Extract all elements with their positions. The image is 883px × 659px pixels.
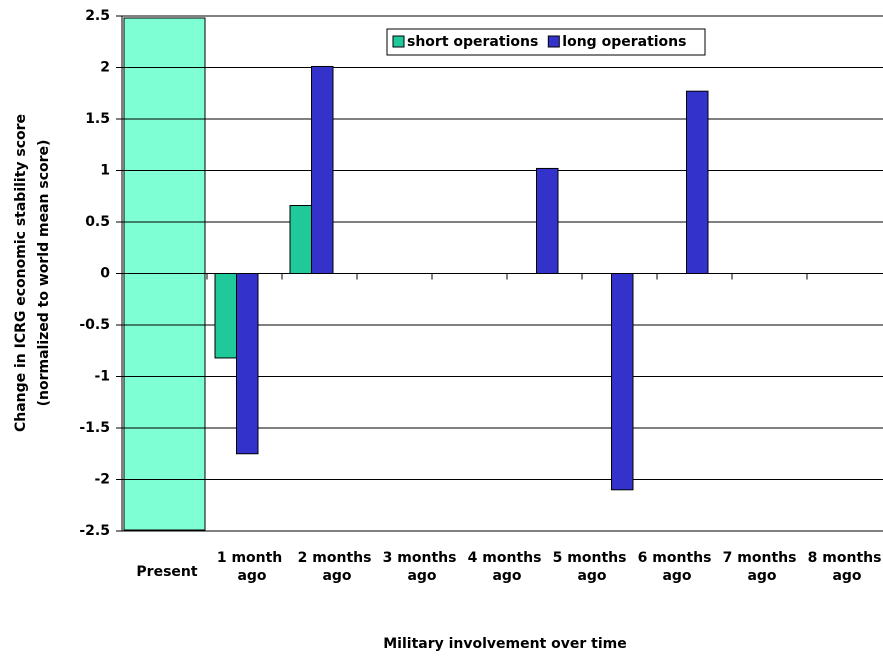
y-axis-title: Change in ICRG economic stability score [13,114,29,432]
legend-swatch [392,35,405,48]
y-tick-label: -2 [94,472,110,488]
legend-label: short operations [407,34,538,50]
bar [236,273,259,455]
y-tick-label: -0.5 [79,317,110,333]
y-tick-label: -1 [94,369,110,385]
bar [311,65,334,274]
y-tick-label: 0 [100,266,110,282]
bar [214,273,237,359]
bar [611,273,634,491]
x-tick-label: Present [136,564,197,580]
x-tick-label: 8 months ago [808,550,883,584]
bar [536,167,559,274]
y-tick-label: 2 [100,60,110,76]
x-axis-title: Military involvement over time [383,636,627,652]
y-tick-label: 1 [100,163,110,179]
y-axis-title: (normalized to world mean score) [36,140,52,407]
x-tick-label: 5 months ago [553,550,632,584]
legend: short operations long operations [386,28,706,56]
x-tick-label: 3 months ago [383,550,462,584]
y-tick-label: 0.5 [85,214,110,230]
y-tick-label: 2.5 [85,8,110,24]
legend-swatch [547,35,560,48]
y-tick-label: -1.5 [79,420,110,436]
x-tick-label: 4 months ago [468,550,547,584]
y-tick-label: -2.5 [79,523,110,539]
legend-box [386,28,706,56]
x-tick-label: 2 months ago [298,550,377,584]
x-tick-label: 1 month ago [217,550,287,584]
legend-label: long operations [562,34,686,50]
y-tick-label: 1.5 [85,111,110,127]
bar [686,90,709,274]
bar [289,205,312,275]
x-tick-label: 7 months ago [723,550,802,584]
x-tick-label: 6 months ago [638,550,717,584]
